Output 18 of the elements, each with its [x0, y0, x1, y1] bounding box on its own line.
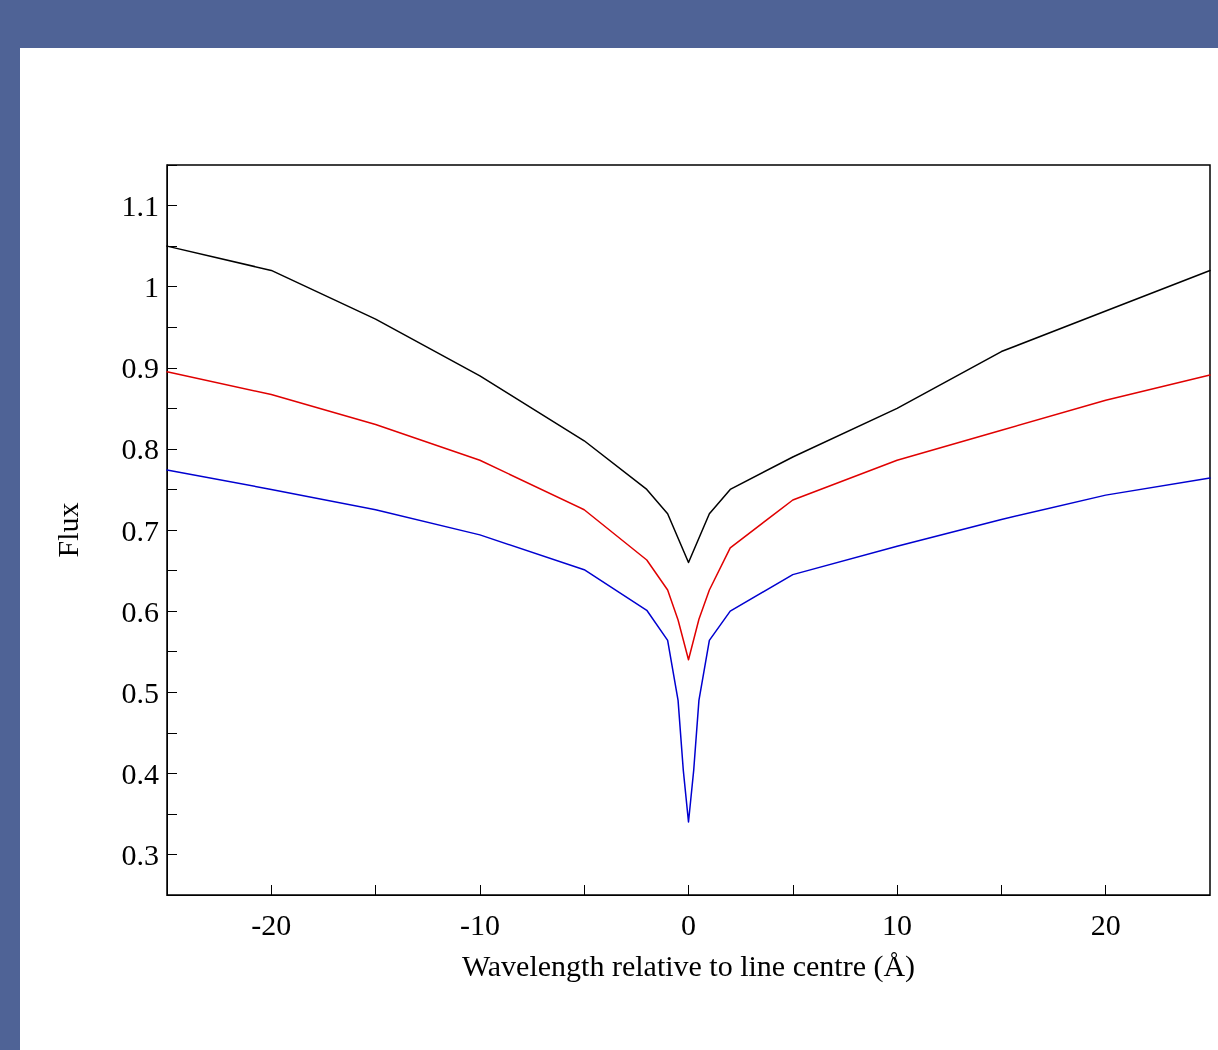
y-tick-label: 0.8 [121, 432, 159, 466]
x-tick-label: -20 [251, 907, 292, 941]
x-tick-label: 0 [681, 907, 696, 941]
y-tick-label: 0.7 [121, 513, 159, 547]
x-tick-label: 20 [1090, 907, 1121, 941]
x-tick-label: -10 [459, 907, 500, 941]
y-tick-label: 0.5 [121, 675, 159, 709]
line-series [166, 469, 1211, 823]
y-axis-title: Flux [50, 502, 84, 558]
x-tick-label: 10 [882, 907, 913, 941]
y-tick-label: 0.9 [121, 351, 159, 385]
y-tick-label: 0.3 [121, 837, 159, 871]
y-tick-label: 0.6 [121, 594, 159, 628]
y-tick-label: 1 [144, 270, 159, 304]
y-tick-label: 1.1 [121, 189, 159, 223]
x-axis-title: Wavelength relative to line centre (Å) [461, 948, 916, 983]
y-tick-label: 0.4 [121, 756, 159, 790]
line-series [166, 371, 1211, 661]
